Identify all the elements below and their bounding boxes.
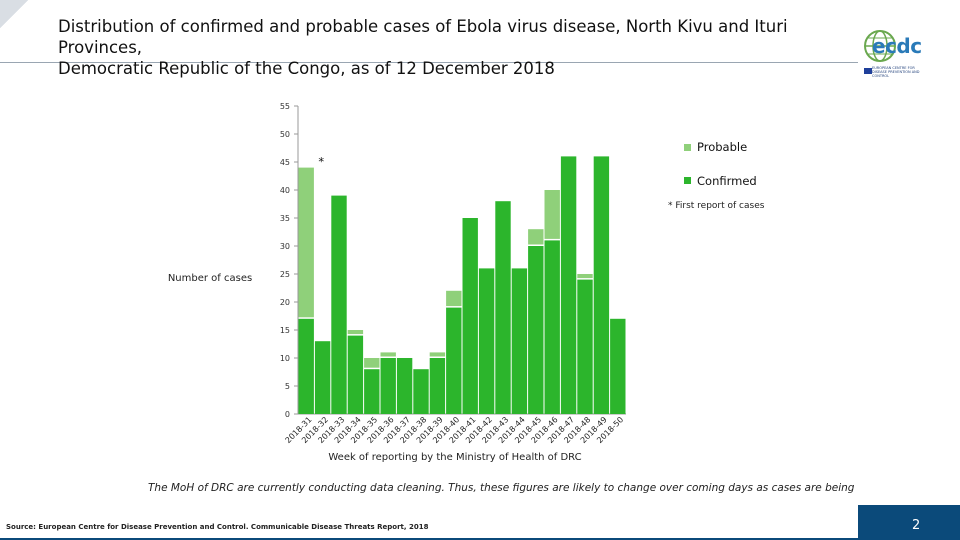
legend-swatch-probable <box>684 144 691 151</box>
bar-confirmed <box>446 307 462 414</box>
bar-confirmed <box>544 240 560 414</box>
bar-confirmed <box>478 268 495 414</box>
title-divider <box>0 0 858 63</box>
bar-confirmed <box>560 156 577 414</box>
bar-confirmed <box>610 318 626 414</box>
bar-confirmed <box>314 341 331 414</box>
legend-swatch-confirmed <box>684 177 691 184</box>
first-report-marker: * <box>318 155 324 169</box>
y-tick-label: 5 <box>285 382 290 391</box>
y-tick-label: 0 <box>285 410 290 419</box>
bar-confirmed <box>364 369 380 414</box>
bar-confirmed <box>429 358 446 414</box>
bar-probable <box>446 290 462 307</box>
source-text: Source: European Centre for Disease Prev… <box>6 523 429 531</box>
y-tick-label: 40 <box>280 186 290 195</box>
bar-probable <box>544 190 560 239</box>
legend-label-confirmed: Confirmed <box>697 174 757 188</box>
bar-probable <box>429 352 446 357</box>
bar-confirmed <box>528 246 544 414</box>
bar-probable <box>298 167 314 318</box>
page-number-box <box>858 505 960 540</box>
legend-label-probable: Probable <box>697 140 747 154</box>
bar-probable <box>380 352 396 357</box>
chart: 0 5 10 15 20 25 30 35 40 45 50 55 2018-312018-32201… <box>168 102 765 463</box>
title-area: Distribution of confirmed and probable c… <box>0 0 858 78</box>
y-tick-label: 50 <box>280 130 290 139</box>
bar-confirmed <box>331 195 347 414</box>
bar-confirmed <box>347 335 364 414</box>
x-axis-ticks: 2018-312018-322018-332018-342018-352018-… <box>284 415 626 445</box>
bar-probable <box>528 229 544 245</box>
y-tick-label: 35 <box>280 214 290 223</box>
bar-confirmed <box>396 358 413 414</box>
first-report-note: * First report of cases <box>668 201 765 211</box>
bar-confirmed <box>577 279 593 414</box>
bars <box>298 156 626 414</box>
bar-probable <box>364 358 380 368</box>
legend: Probable Confirmed <box>684 140 757 188</box>
logo-subtext: EUROPEAN CENTRE FOR DISEASE PREVENTION A… <box>872 66 920 78</box>
bar-confirmed <box>298 318 314 414</box>
y-tick-label: 55 <box>280 102 290 111</box>
title-line-1: Distribution of confirmed and probable c… <box>58 17 788 57</box>
y-tick-label: 25 <box>280 270 290 279</box>
bar-confirmed <box>462 218 478 414</box>
eu-flag-icon <box>864 68 872 74</box>
y-tick-label: 45 <box>280 158 290 167</box>
caption-note: The MoH of DRC are currently conducting … <box>148 482 855 494</box>
y-tick-label: 10 <box>280 354 290 363</box>
title-line-2: Democratic Republic of the Congo, as of … <box>58 59 555 78</box>
bar-confirmed <box>413 369 429 414</box>
bar-probable <box>347 330 364 335</box>
bar-probable <box>577 274 593 279</box>
y-tick-label: 30 <box>280 242 290 251</box>
page-number: 2 <box>912 518 921 533</box>
footer-bar <box>0 538 960 540</box>
bar-confirmed <box>495 201 511 414</box>
bar-confirmed <box>380 358 396 414</box>
y-axis-label: Number of cases <box>168 273 252 284</box>
x-axis-label: Week of reporting by the Ministry of Hea… <box>328 452 581 463</box>
bar-confirmed <box>511 268 528 414</box>
bar-confirmed <box>593 156 610 414</box>
globe-icon <box>864 30 896 62</box>
y-tick-label: 15 <box>280 326 290 335</box>
page-title: Distribution of confirmed and probable c… <box>58 16 858 79</box>
y-tick-label: 20 <box>280 298 290 307</box>
logo-wordmark: ecdc <box>872 34 922 58</box>
